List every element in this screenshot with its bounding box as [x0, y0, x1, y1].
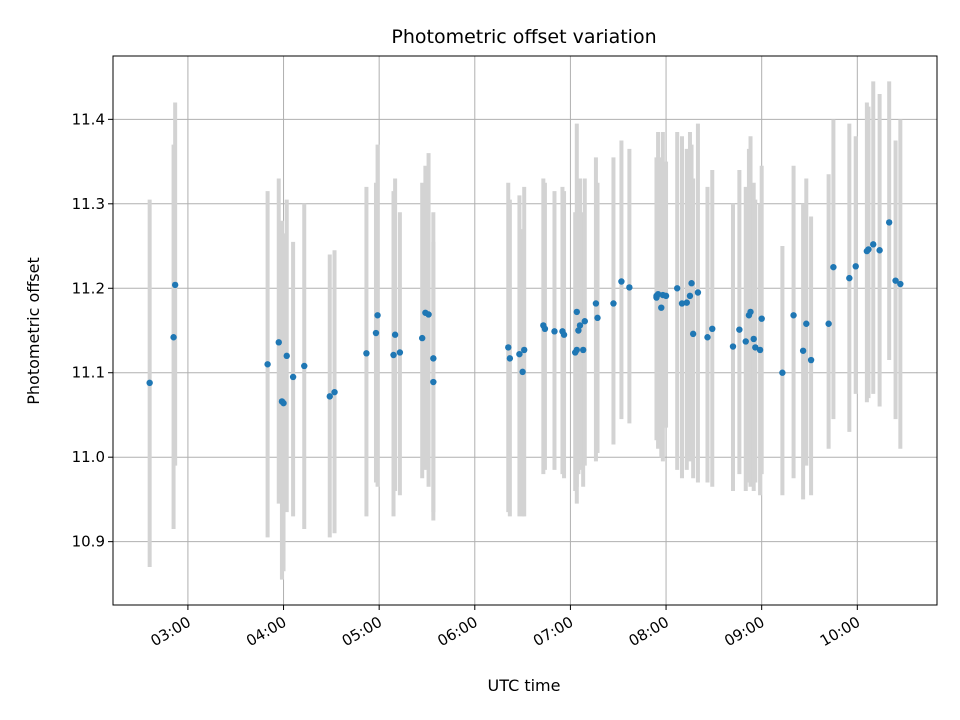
data-point — [892, 277, 899, 284]
data-point — [658, 304, 665, 311]
x-tick-label: 03:00 — [147, 613, 193, 650]
y-tick-label: 10.9 — [72, 533, 105, 551]
data-point — [799, 347, 807, 354]
data-point — [171, 281, 179, 289]
data-point — [519, 368, 526, 376]
data-point — [391, 331, 399, 338]
data-point — [372, 329, 380, 337]
data-point — [505, 344, 512, 351]
data-point — [885, 219, 893, 226]
data-point — [689, 330, 697, 338]
data-point — [430, 355, 437, 362]
data-point — [363, 350, 370, 357]
data-point — [506, 355, 514, 362]
y-tick-label: 11.2 — [72, 279, 105, 297]
data-point — [390, 351, 397, 359]
data-point — [560, 331, 568, 338]
data-point — [678, 300, 686, 307]
data-point — [301, 362, 308, 370]
x-tick-label: 08:00 — [626, 613, 672, 650]
data-point — [876, 247, 883, 254]
data-point — [326, 393, 333, 400]
y-tick-label: 11.3 — [72, 195, 105, 213]
data-point — [865, 246, 872, 253]
data-point — [374, 312, 381, 319]
data-point — [694, 289, 702, 296]
y-tick-label: 11.1 — [72, 364, 105, 382]
data-point — [686, 292, 694, 300]
y-tick-label: 11.4 — [72, 110, 105, 128]
data-point — [825, 320, 832, 327]
x-tick-label: 04:00 — [243, 613, 289, 650]
y-tick-label: 11.0 — [72, 448, 105, 466]
data-point — [709, 325, 716, 333]
data-point — [581, 318, 588, 325]
data-point — [750, 335, 757, 343]
data-point — [396, 349, 404, 356]
data-point — [662, 292, 670, 300]
data-point — [579, 346, 587, 354]
x-tick-label: 07:00 — [530, 613, 576, 650]
data-point — [704, 334, 711, 341]
data-point — [742, 338, 749, 345]
data-point — [575, 327, 582, 334]
chart-title: Photometric offset variation — [391, 26, 656, 48]
data-point — [683, 299, 690, 306]
data-point — [573, 308, 580, 316]
error-bars — [147, 81, 903, 580]
data-point — [830, 263, 837, 271]
data-point — [758, 315, 765, 322]
data-point — [897, 280, 904, 288]
data-point — [674, 285, 681, 292]
data-point — [146, 379, 153, 387]
data-point — [275, 339, 282, 346]
x-axis-label: UTC time — [488, 676, 561, 695]
x-tick-label: 06:00 — [434, 613, 480, 650]
data-point — [430, 378, 437, 386]
data-point — [626, 284, 633, 291]
data-point — [264, 361, 271, 368]
data-point — [283, 352, 290, 360]
x-tick-label: 09:00 — [721, 613, 767, 650]
data-point — [331, 388, 338, 396]
data-point — [846, 274, 853, 282]
data-point — [573, 346, 580, 354]
data-point — [736, 326, 743, 333]
data-point — [807, 356, 815, 364]
data-point — [729, 343, 737, 350]
data-point — [790, 312, 797, 319]
data-point — [610, 300, 617, 307]
x-tick-label: 05:00 — [339, 613, 385, 650]
data-point — [688, 280, 695, 287]
data-point — [618, 278, 625, 285]
data-point — [756, 346, 764, 354]
data-point — [541, 325, 549, 333]
data-point — [425, 311, 432, 318]
data-point — [592, 300, 600, 307]
x-axis: 03:00 04:00 05:00 06:00 07:00 08:00 09:00 10:00 — [147, 605, 863, 650]
data-point — [594, 314, 601, 322]
data-point — [752, 344, 759, 351]
data-point — [280, 399, 287, 407]
data-point — [852, 263, 859, 270]
data-point — [551, 328, 558, 335]
data-point — [747, 308, 754, 316]
data-point — [654, 290, 662, 298]
data-point — [170, 334, 177, 341]
data-point — [516, 350, 523, 358]
data-points — [146, 219, 904, 407]
data-point — [289, 373, 297, 381]
y-axis-label: Photometric offset — [24, 257, 43, 405]
data-point — [870, 241, 877, 248]
data-point — [803, 320, 810, 327]
x-tick-label: 10:00 — [817, 613, 863, 650]
data-point — [521, 346, 528, 354]
plot-frame — [112, 55, 938, 606]
data-point — [418, 334, 426, 342]
data-point — [576, 322, 584, 329]
y-axis: 10.9 11.0 11.1 11.2 11.3 11.4 — [72, 110, 113, 551]
data-point — [779, 369, 786, 376]
